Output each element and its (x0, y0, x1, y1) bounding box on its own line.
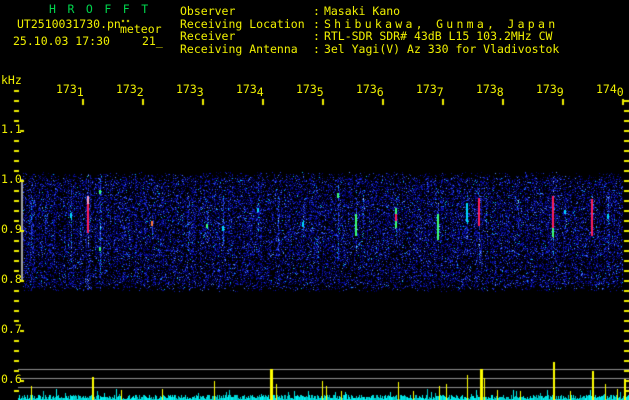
date-time-label: 25.10.03 17:30 (13, 34, 110, 48)
time-axis-label: 1736 (356, 82, 384, 99)
station-label: Receiving Antenna (180, 42, 298, 57)
freq-axis-label: 0.8 (1, 272, 22, 286)
station-separator: : (313, 16, 320, 31)
station-value: 3el Yagi(V) Az 330 for Vladivostok (323, 42, 560, 57)
time-axis-label: 1738 (476, 82, 504, 99)
time-axis-label: 1737 (416, 82, 444, 99)
station-label: Receiving Location (180, 16, 305, 31)
station-value: RTL-SDR SDR# 43dB L15 103.2MHz CW (323, 29, 553, 44)
station-row: Receiving Location: Shibukawa, Gunma, Jap… (180, 16, 559, 31)
time-axis-label: 1740 (596, 82, 624, 99)
station-row: Receiver: RTL-SDR SDR# 43dB L15 103.2MHz … (180, 29, 553, 44)
time-axis-label: 1733 (176, 82, 204, 99)
comment-label: meteor (120, 22, 162, 36)
station-label: Receiver (180, 29, 236, 44)
station-separator: : (313, 42, 320, 57)
station-separator: : (313, 29, 320, 44)
freq-axis-label: 1.1 (1, 122, 22, 136)
freq-axis-label: 0.6 (1, 372, 22, 386)
time-axis-label: 1734 (236, 82, 264, 99)
freq-axis-unit: kHz (1, 73, 22, 87)
station-row: Observer: Masaki Kano (180, 4, 401, 18)
output-filename: UT2510031730.pn (17, 17, 121, 31)
time-axis-label: 1735 (296, 82, 324, 99)
freq-axis-label: 0.9 (1, 222, 22, 236)
station-value: Masaki Kano (323, 4, 401, 18)
minute-counter: 21_ (142, 34, 163, 48)
app-title: H R O F F T (49, 2, 151, 16)
freq-axis-label: 0.7 (1, 322, 22, 336)
station-label: Observer (180, 4, 236, 18)
station-value: Shibukawa, Gunma, Japan (323, 16, 559, 31)
time-axis-label: 1732 (116, 82, 144, 99)
station-separator: : (313, 4, 320, 18)
station-row: Receiving Antenna:3el Yagi(V) Az 330 for… (180, 42, 560, 57)
freq-axis-label: 1.0 (1, 172, 22, 186)
time-axis-label: 1739 (536, 82, 564, 99)
time-axis-label: 1731 (56, 82, 84, 99)
